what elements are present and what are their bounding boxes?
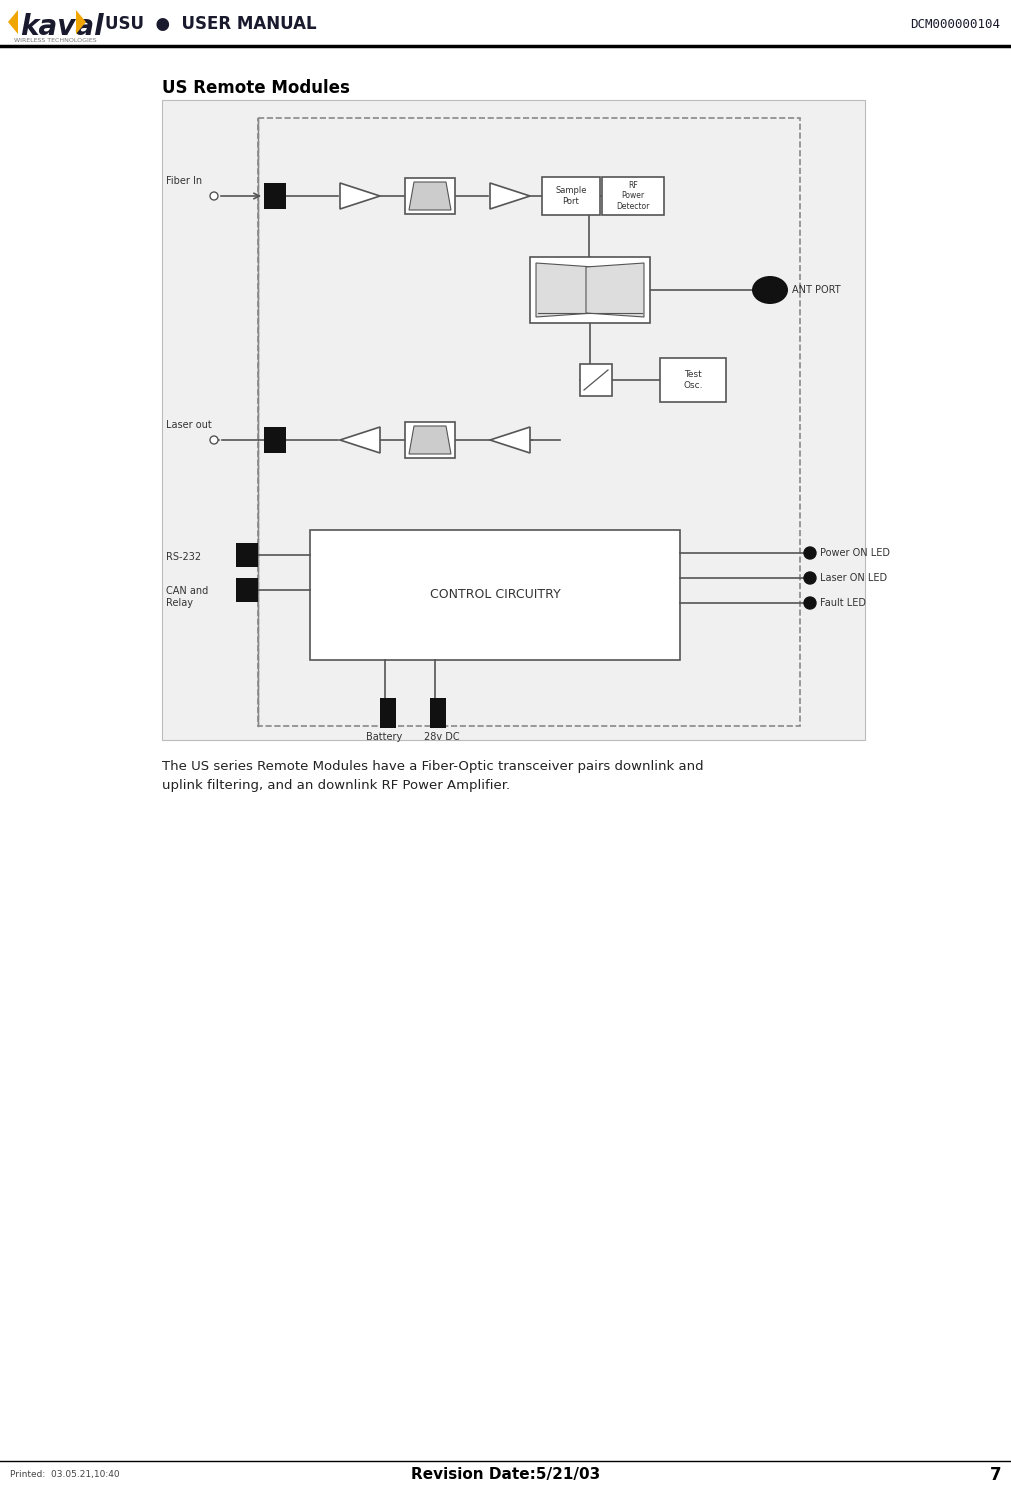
- Text: CAN and
Relay: CAN and Relay: [166, 587, 208, 608]
- Bar: [264, 183, 286, 208]
- Bar: [579, 363, 612, 396]
- Circle shape: [803, 572, 815, 584]
- Polygon shape: [408, 182, 451, 210]
- Circle shape: [803, 597, 815, 609]
- Bar: [264, 427, 286, 453]
- Polygon shape: [536, 264, 593, 317]
- Bar: [0, 0, 1011, 46]
- Text: Fault LED: Fault LED: [819, 599, 865, 608]
- Polygon shape: [76, 10, 86, 34]
- Text: Printed:  03.05.21,10:40: Printed: 03.05.21,10:40: [10, 1471, 119, 1480]
- Ellipse shape: [751, 275, 788, 304]
- Text: DCM000000104: DCM000000104: [909, 18, 999, 30]
- Text: 28v DC: 28v DC: [424, 733, 459, 742]
- Bar: [404, 179, 455, 214]
- Text: WIRELESS TECHNOLOGIES: WIRELESS TECHNOLOGIES: [14, 37, 96, 43]
- Text: 7: 7: [990, 1467, 1001, 1485]
- Text: Fiber In: Fiber In: [166, 176, 202, 186]
- Bar: [162, 100, 864, 740]
- Text: kaval: kaval: [20, 13, 103, 42]
- Text: Sample
Port: Sample Port: [555, 186, 586, 205]
- Polygon shape: [489, 427, 530, 453]
- Text: RF
Power
Detector: RF Power Detector: [616, 182, 649, 211]
- Polygon shape: [408, 426, 451, 454]
- Text: Revision Date:5/21/03: Revision Date:5/21/03: [410, 1468, 601, 1483]
- Text: Test
Osc.: Test Osc.: [682, 371, 702, 390]
- Polygon shape: [8, 10, 18, 34]
- Bar: [542, 177, 600, 214]
- Bar: [236, 578, 258, 602]
- Bar: [659, 357, 725, 402]
- Text: Laser ON LED: Laser ON LED: [819, 573, 887, 584]
- Bar: [258, 118, 800, 727]
- Circle shape: [803, 546, 815, 558]
- Text: Battery: Battery: [366, 733, 401, 742]
- Bar: [530, 258, 649, 323]
- Text: CONTROL CIRCUITRY: CONTROL CIRCUITRY: [430, 588, 560, 602]
- Text: US Remote Modules: US Remote Modules: [162, 79, 350, 97]
- Bar: [379, 698, 395, 728]
- Text: Laser out: Laser out: [166, 420, 211, 430]
- Text: ANT PORT: ANT PORT: [792, 284, 840, 295]
- Polygon shape: [585, 264, 643, 317]
- Text: Power ON LED: Power ON LED: [819, 548, 889, 558]
- Polygon shape: [340, 183, 379, 208]
- Polygon shape: [340, 427, 379, 453]
- Circle shape: [210, 192, 217, 200]
- Text: RS-232: RS-232: [166, 552, 201, 561]
- Bar: [236, 543, 258, 567]
- Text: The US series Remote Modules have a Fiber-Optic transceiver pairs downlink and
u: The US series Remote Modules have a Fibe…: [162, 759, 703, 792]
- Bar: [404, 421, 455, 459]
- Bar: [430, 698, 446, 728]
- Bar: [309, 530, 679, 660]
- Circle shape: [210, 436, 217, 444]
- Polygon shape: [489, 183, 530, 208]
- Text: USU  ●  USER MANUAL: USU ● USER MANUAL: [105, 15, 316, 33]
- Bar: [602, 177, 663, 214]
